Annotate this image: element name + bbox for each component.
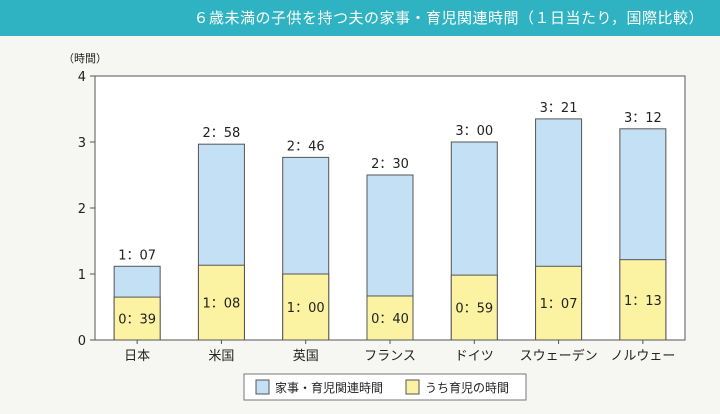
x-tick-label: 米国: [208, 349, 234, 364]
chart-area: 0 1 2 3 4 （時間） 1：07 0：39 日本 2：58 1：08 米国 2：46 1：00 英国 2…: [0, 36, 720, 410]
x-tick-label: 日本: [124, 349, 150, 364]
y-tick-label: 3: [78, 136, 86, 151]
chart-title: ６歳未満の子供を持つ夫の家事・育児関連時間（１日当たり，国際比較）: [193, 9, 704, 27]
legend-label-total: 家事・育児関連時間: [275, 380, 383, 395]
bar-childcare-time: [282, 273, 330, 341]
bar-childcare-time: [113, 296, 161, 341]
data-label-total: 2：58: [203, 126, 241, 141]
y-tick-label: 4: [78, 70, 86, 85]
x-tick-label: 英国: [293, 349, 319, 364]
legend-swatch-childcare: [405, 379, 420, 395]
title-bar: ６歳未満の子供を持つ夫の家事・育児関連時間（１日当たり，国際比較）: [0, 0, 720, 36]
bar-chart: 0 1 2 3 4 （時間） 1：07 0：39 日本 2：58 1：08 米国 2：46 1：00 英国 2…: [63, 52, 686, 401]
data-label-total: 3：21: [540, 101, 578, 116]
data-label-childcare: 0：39: [118, 313, 156, 328]
legend-swatch-total: [255, 379, 270, 395]
data-label-childcare: 1：13: [624, 294, 662, 309]
x-tick-label: ノルウェー: [610, 349, 675, 364]
data-label-childcare: 0：59: [455, 302, 493, 317]
bar-childcare-time: [535, 265, 583, 341]
y-axis-label: （時間）: [63, 52, 107, 65]
x-tick-label: フランス: [364, 349, 416, 364]
bar-childcare-time: [619, 259, 667, 341]
y-tick-label: 2: [78, 202, 86, 217]
bar-childcare-time: [197, 264, 245, 341]
y-tick-label: 0: [78, 334, 86, 349]
bar-childcare-time: [450, 274, 498, 341]
data-label-total: 1：07: [118, 248, 156, 263]
legend-box: [243, 373, 527, 401]
data-label-childcare: 1：07: [540, 297, 578, 312]
x-tick-label: ドイツ: [455, 349, 494, 364]
data-label-childcare: 0：40: [371, 312, 409, 327]
x-tick-label: スウェーデン: [520, 348, 598, 364]
data-label-total: 3：12: [624, 111, 662, 126]
data-label-total: 2：46: [287, 139, 325, 154]
legend-label-childcare: うち育児の時間: [425, 380, 509, 395]
y-tick-label: 1: [78, 268, 86, 283]
data-label-childcare: 1：08: [203, 297, 241, 312]
data-label-childcare: 1：00: [287, 301, 325, 316]
data-label-total: 3：00: [455, 124, 493, 139]
data-label-total: 2：30: [371, 157, 409, 172]
